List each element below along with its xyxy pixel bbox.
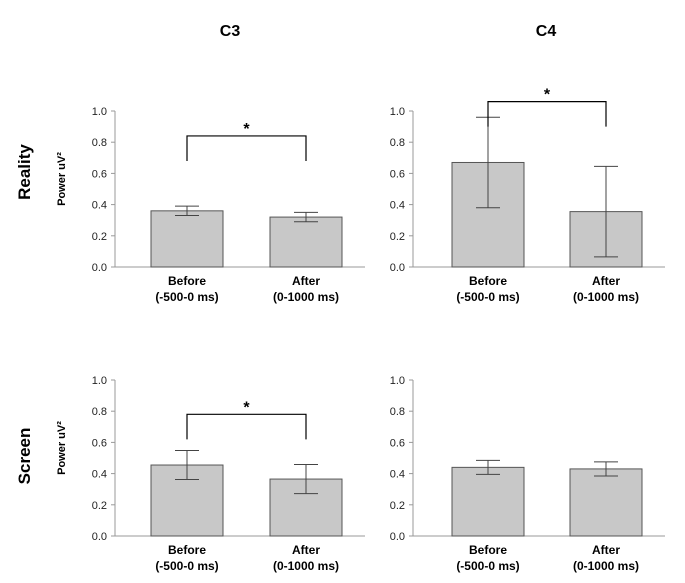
bar	[150, 210, 224, 268]
y-tick-label: 0.8	[390, 406, 405, 418]
y-tick-label: 1.0	[390, 106, 405, 118]
y-tick-label: 0.6	[390, 168, 405, 180]
y-tick-label: 0.4	[390, 200, 405, 212]
x-category-label: Before	[168, 274, 206, 288]
y-tick-label: 0.6	[390, 437, 405, 449]
significance-bracket	[487, 101, 607, 127]
x-category-label: After	[592, 274, 620, 288]
row-title-screen: Screen	[15, 428, 34, 485]
bar	[451, 466, 525, 537]
chart-panels: 0.0 0.2 0.4 0.6 0.8 1.0 Power uV² Before (-500-0…	[56, 87, 665, 573]
y-tick-label: 0.0	[92, 531, 107, 543]
y-tick-label: 0.6	[92, 437, 107, 449]
y-tick-label: 0.8	[390, 137, 405, 149]
x-category-label: (-500-0 ms)	[155, 559, 218, 573]
significance-star: *	[544, 87, 551, 104]
y-tick-label: 0.8	[92, 137, 107, 149]
y-tick-label: 0.4	[92, 200, 107, 212]
x-category-label: Before	[469, 543, 507, 557]
y-tick-label: 0.0	[390, 262, 405, 274]
x-category-label: (0-1000 ms)	[573, 559, 639, 573]
y-tick-label: 0.6	[92, 168, 107, 180]
row-title-reality: Reality	[15, 144, 34, 200]
chart-panel-c4-screen: 0.0 0.2 0.4 0.6 0.8 1.0 Before (-500-0 ms) After…	[390, 375, 665, 573]
significance-bracket	[186, 413, 307, 440]
y-tick-label: 0.0	[92, 262, 107, 274]
y-tick-label: 0.4	[390, 469, 405, 481]
x-category-label: (-500-0 ms)	[155, 290, 218, 304]
y-tick-label: 0.4	[92, 469, 107, 481]
x-category-label: After	[592, 543, 620, 557]
x-category-label: (-500-0 ms)	[456, 559, 519, 573]
bar	[269, 478, 343, 537]
y-tick-label: 0.2	[92, 500, 107, 512]
y-tick-label: 0.2	[390, 500, 405, 512]
chart-panel-c3-screen: 0.0 0.2 0.4 0.6 0.8 1.0 Power uV² Before (-500-0…	[56, 375, 365, 573]
x-category-label: After	[292, 543, 320, 557]
y-axis-label: Power uV²	[56, 421, 68, 475]
y-tick-label: 0.8	[92, 406, 107, 418]
bar	[569, 468, 643, 537]
y-axis-label: Power uV²	[56, 152, 68, 206]
chart-panel-c4-reality: 0.0 0.2 0.4 0.6 0.8 1.0 Before (-500-0 ms) After…	[390, 87, 665, 304]
bar	[269, 216, 343, 268]
y-tick-label: 1.0	[92, 375, 107, 387]
x-category-label: (0-1000 ms)	[273, 290, 339, 304]
x-category-label: (0-1000 ms)	[573, 290, 639, 304]
chart-panel-c3-reality: 0.0 0.2 0.4 0.6 0.8 1.0 Power uV² Before (-500-0…	[56, 106, 365, 304]
column-title-c3: C3	[220, 23, 241, 40]
significance-star: *	[243, 399, 250, 416]
x-category-label: Before	[469, 274, 507, 288]
x-category-label: (0-1000 ms)	[273, 559, 339, 573]
y-tick-label: 1.0	[390, 375, 405, 387]
y-tick-label: 0.0	[390, 531, 405, 543]
y-tick-label: 0.2	[92, 231, 107, 243]
x-category-label: Before	[168, 543, 206, 557]
significance-bracket	[186, 135, 307, 161]
x-category-label: (-500-0 ms)	[456, 290, 519, 304]
y-tick-label: 0.2	[390, 231, 405, 243]
x-category-label: After	[292, 274, 320, 288]
y-tick-label: 1.0	[92, 106, 107, 118]
column-title-c4: C4	[536, 23, 557, 40]
significance-star: *	[243, 121, 250, 138]
